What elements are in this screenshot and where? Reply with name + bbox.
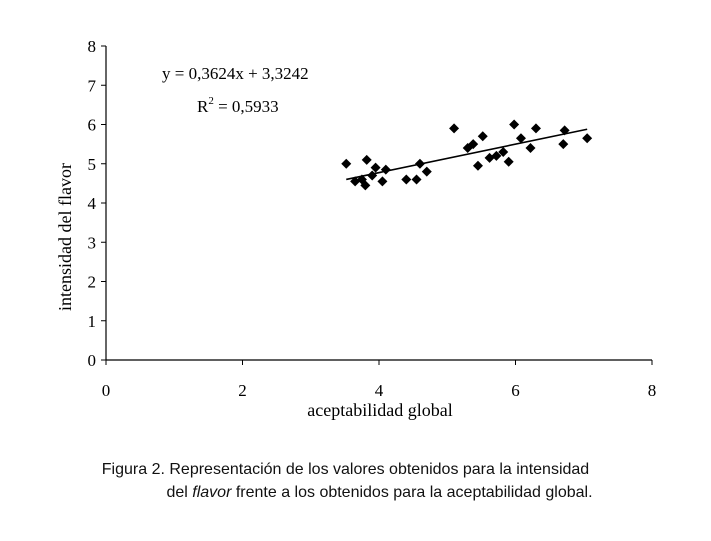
data-point [380,164,391,175]
data-point [361,154,372,165]
y-tick-label: 8 [88,37,97,56]
axes [101,45,653,365]
data-point [503,156,514,167]
data-point [411,174,422,185]
data-point [491,150,502,161]
data-point [559,125,570,136]
x-tick-label: 8 [648,381,657,400]
r-squared-value: = 0,5933 [214,97,279,116]
y-tick-label: 0 [88,351,97,370]
data-point [370,162,381,173]
data-point [477,131,488,142]
r-squared-exponent: 2 [208,95,214,107]
y-tick-label: 6 [88,116,97,135]
data-point [367,170,378,181]
tick-labels: 0 1 2 3 4 5 6 7 8 0 2 4 6 8 [88,37,657,400]
data-point [509,119,520,130]
data-point [558,139,569,150]
data-point [360,180,371,191]
figure-caption-line1: Figura 2. Representación de los valores … [101,461,590,478]
y-tick-label: 2 [88,273,97,292]
data-point [582,133,593,144]
data-point [498,146,509,157]
data-point [468,139,479,150]
x-tick-label: 0 [102,381,111,400]
y-tick-label: 7 [88,76,97,95]
trendline [346,128,588,181]
data-point [530,123,541,134]
x-tick-label: 6 [511,381,520,400]
r-squared-label: R2 = 0,5933 [197,95,279,116]
trendline-equation: y = 0,3624x + 3,3242 [162,64,309,83]
data-point [341,158,352,169]
figure-caption-line2: del flavor frente a los obtenidos para l… [24,484,711,502]
data-points [341,119,593,191]
caption-italic-word: flavor [192,484,232,501]
data-point [377,176,388,187]
x-tick-label: 4 [375,381,384,400]
data-point [401,174,412,185]
y-axis-title: intensidad del flavor [55,163,75,311]
y-tick-label: 1 [88,312,97,331]
data-point [421,166,432,177]
data-point [472,160,483,171]
x-tick-label: 2 [238,381,247,400]
caption-prefix: del [166,484,193,501]
y-tick-label: 3 [88,233,97,252]
r-squared-letter: R [197,97,209,116]
caption-suffix: frente a los obtenidos para la aceptabil… [231,484,593,501]
y-tick-label: 5 [88,155,97,174]
x-axis-title: aceptabilidad global [307,400,452,420]
y-tick-label: 4 [88,194,97,213]
data-point [414,158,425,169]
data-point [515,133,526,144]
data-point [449,123,460,134]
data-point [525,143,536,154]
